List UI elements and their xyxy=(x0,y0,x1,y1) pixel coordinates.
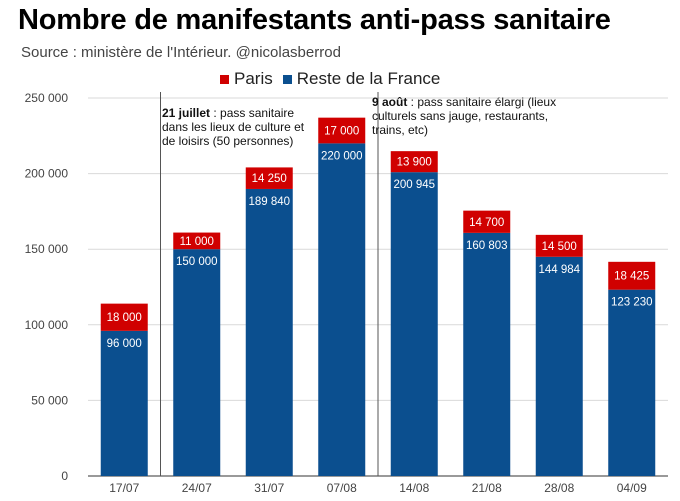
legend-item-paris: Paris xyxy=(220,69,273,89)
chart-title: Nombre de manifestants anti-pass sanitai… xyxy=(18,4,611,36)
data-label-reste: 189 840 xyxy=(248,196,290,208)
bar-reste-28/08 xyxy=(535,256,583,476)
data-label-reste: 160 803 xyxy=(466,240,508,252)
y-tick-label: 50 000 xyxy=(31,393,68,407)
legend-label-paris: Paris xyxy=(234,69,273,88)
annotation-9-aout-date: 9 août xyxy=(372,95,408,109)
y-tick-label: 200 000 xyxy=(25,167,69,181)
bar-paris-14/08 xyxy=(390,151,438,173)
bar-paris-24/07 xyxy=(173,232,221,250)
bar-reste-31/07 xyxy=(245,188,293,476)
chart-subtitle: Source : ministère de l'Intérieur. @nico… xyxy=(21,44,341,61)
x-tick-label: 04/09 xyxy=(617,481,647,495)
data-label-paris: 14 500 xyxy=(542,241,577,253)
bar-paris-21/08 xyxy=(463,210,511,233)
annotation-21-juillet-text: : pass sanitaire dans les lieux de cultu… xyxy=(162,106,305,148)
bar-reste-07/08 xyxy=(318,143,366,477)
bar-paris-04/09 xyxy=(608,261,656,290)
y-tick-label: 150 000 xyxy=(25,242,69,256)
bar-paris-07/08 xyxy=(318,117,366,144)
data-label-paris: 14 250 xyxy=(252,173,287,185)
data-label-paris: 18 425 xyxy=(614,271,649,283)
data-label-reste: 220 000 xyxy=(321,150,363,162)
bar-reste-17/07 xyxy=(100,330,148,476)
data-label-paris: 17 000 xyxy=(324,126,359,138)
data-label-reste: 96 000 xyxy=(107,338,142,350)
x-tick-label: 31/07 xyxy=(254,481,284,495)
annotation-9-aout: 9 août : pass sanitaire élargi (lieux cu… xyxy=(372,95,562,137)
data-label-reste: 150 000 xyxy=(176,256,218,268)
data-label-reste: 144 984 xyxy=(538,264,580,276)
bar-reste-24/07 xyxy=(173,249,221,476)
data-label-reste: 123 230 xyxy=(611,297,653,309)
x-tick-label: 28/08 xyxy=(544,481,574,495)
x-tick-label: 14/08 xyxy=(399,481,429,495)
data-label-paris: 13 900 xyxy=(397,157,432,169)
x-tick-label: 21/08 xyxy=(472,481,502,495)
bar-paris-17/07 xyxy=(100,303,148,331)
data-label-reste: 200 945 xyxy=(393,179,435,191)
annotation-9-aout-text: : pass sanitaire élargi (lieux culturels… xyxy=(372,95,557,137)
data-label-paris: 11 000 xyxy=(180,236,214,248)
legend-label-rest: Reste de la France xyxy=(296,69,441,88)
bar-paris-31/07 xyxy=(245,167,293,189)
legend: Paris Reste de la France xyxy=(220,69,450,89)
x-tick-label: 17/07 xyxy=(109,481,139,495)
legend-item-rest: Reste de la France xyxy=(282,69,441,89)
bar-reste-21/08 xyxy=(463,232,511,476)
x-tick-label: 24/07 xyxy=(182,481,212,495)
bar-paris-28/08 xyxy=(535,234,583,257)
y-tick-label: 100 000 xyxy=(25,318,69,332)
y-tick-label: 250 000 xyxy=(25,91,69,105)
annotation-21-juillet: 21 juillet : pass sanitaire dans les lie… xyxy=(162,106,308,148)
data-label-paris: 14 700 xyxy=(469,217,504,229)
y-tick-label: 0 xyxy=(61,469,68,483)
legend-swatch-paris xyxy=(220,74,229,84)
legend-swatch-rest xyxy=(282,74,292,84)
data-label-paris: 18 000 xyxy=(107,312,142,324)
annotation-21-juillet-date: 21 juillet xyxy=(162,106,211,120)
bar-reste-14/08 xyxy=(390,172,438,477)
bar-reste-04/09 xyxy=(608,289,656,476)
x-tick-label: 07/08 xyxy=(327,481,357,495)
